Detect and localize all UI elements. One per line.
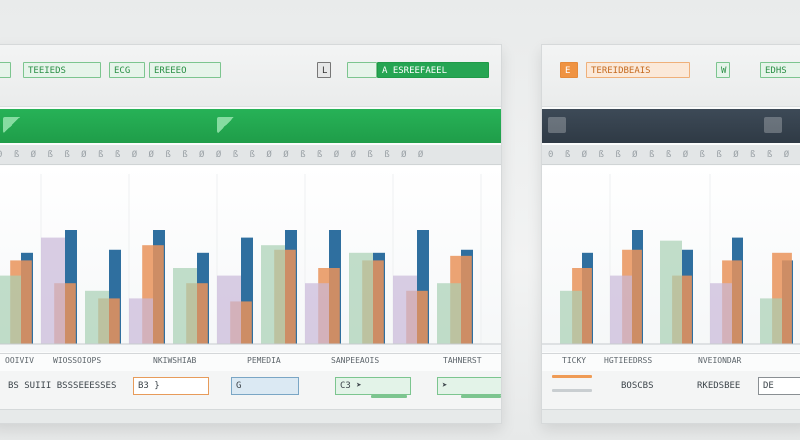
footer-field: BS SUIII BSSSEEESSES bbox=[8, 381, 117, 391]
toolbar-tag-icon[interactable] bbox=[347, 62, 377, 78]
toolbar: E TEREIDBEAIS W EDHS bbox=[542, 45, 800, 107]
chart-bar[interactable] bbox=[85, 290, 109, 344]
toolbar-tag-3[interactable]: EREEEO bbox=[149, 62, 221, 78]
bar-chart-right bbox=[542, 166, 800, 352]
footer-field: BOSCBS bbox=[621, 381, 654, 391]
footer-field: RKEDSBEE bbox=[697, 381, 741, 391]
chart-bar[interactable] bbox=[173, 268, 197, 344]
chart-bar[interactable] bbox=[217, 275, 241, 344]
chart-bar[interactable] bbox=[261, 245, 285, 344]
progress-stripe bbox=[371, 395, 407, 398]
chart-bar[interactable] bbox=[41, 237, 65, 344]
progress-stripe bbox=[552, 375, 592, 378]
chart-svg-right bbox=[542, 174, 800, 345]
chart-bar[interactable] bbox=[129, 298, 153, 344]
spreadsheet-window-right: E TEREIDBEAIS W EDHS 0 ß Ø ß ß Ø ß ß Ø ß… bbox=[541, 44, 800, 424]
chart-bar[interactable] bbox=[349, 252, 373, 344]
x-label: NVEIONDAR bbox=[698, 356, 742, 365]
window-icon[interactable] bbox=[548, 117, 566, 133]
x-label: SANPEEAOIS bbox=[331, 356, 380, 365]
flag-icon[interactable] bbox=[3, 117, 21, 133]
flag-icon[interactable] bbox=[217, 117, 235, 133]
chart-bar[interactable] bbox=[660, 240, 682, 344]
ribbon-bar bbox=[542, 109, 800, 143]
chart-bar[interactable] bbox=[560, 290, 582, 344]
chart-bar[interactable] bbox=[305, 283, 329, 344]
toolbar-tag-2[interactable]: TEREIDBEAIS bbox=[586, 62, 690, 78]
chart-bar[interactable] bbox=[710, 283, 732, 344]
x-axis-labels: TICKY HGTIEEDRSS NVEIONDAR bbox=[542, 353, 800, 369]
window-icon[interactable] bbox=[764, 117, 782, 133]
x-label: HGTIEEDRSS bbox=[604, 356, 653, 365]
chart-svg-left bbox=[0, 174, 501, 345]
chart-bar[interactable] bbox=[437, 283, 461, 344]
toolbar: TEEIEDS ECG EREEEO L A ESREEFAEEL bbox=[0, 45, 501, 107]
x-label: TAHNERST bbox=[443, 356, 482, 365]
x-axis-labels: OOIVIV WIOSSOIOPS NKIWSHIAB PEMEDIA SANP… bbox=[0, 353, 501, 369]
toolbar-tag-small[interactable] bbox=[0, 62, 11, 78]
footer-input[interactable]: G bbox=[231, 377, 299, 395]
ribbon-bar bbox=[0, 109, 501, 143]
footer-input[interactable]: ➤ bbox=[437, 377, 501, 395]
status-bar bbox=[0, 409, 501, 423]
x-label: NKIWSHIAB bbox=[153, 356, 197, 365]
toolbar-tag-4[interactable]: L bbox=[317, 62, 331, 78]
toolbar-tag-2[interactable]: ECG bbox=[109, 62, 145, 78]
progress-stripe bbox=[552, 389, 592, 392]
toolbar-tag-3[interactable]: W bbox=[716, 62, 730, 78]
footer-input[interactable]: C3 ➤ bbox=[335, 377, 411, 395]
x-label: TICKY bbox=[562, 356, 587, 365]
toolbar-tag-1[interactable]: E bbox=[560, 62, 578, 78]
toolbar-tag-4[interactable]: EDHS bbox=[760, 62, 800, 78]
spreadsheet-window-left: TEEIEDS ECG EREEEO L A ESREEFAEEL 0 ß Ø … bbox=[0, 44, 502, 424]
chart-bar[interactable] bbox=[760, 298, 782, 344]
toolbar-tag-5[interactable]: A ESREEFAEEL bbox=[377, 62, 489, 78]
footer-input[interactable]: DE bbox=[758, 377, 800, 395]
x-label: WIOSSOIOPS bbox=[53, 356, 102, 365]
chart-bar[interactable] bbox=[610, 275, 632, 344]
column-ruler: 0 ß Ø ß ß Ø ß ß Ø Ø ß ß Ø Ø ß ß Ø Ø ß ß … bbox=[0, 145, 501, 165]
chart-bar[interactable] bbox=[0, 275, 21, 344]
progress-stripe bbox=[461, 395, 501, 398]
bar-chart-left bbox=[0, 166, 501, 352]
toolbar-tag-1[interactable]: TEEIEDS bbox=[23, 62, 101, 78]
column-ruler: 0 ß Ø ß ß Ø ß ß Ø ß ß Ø ß ß Ø Ø bbox=[542, 145, 800, 165]
x-label: PEMEDIA bbox=[247, 356, 281, 365]
status-bar bbox=[542, 409, 800, 423]
x-label: OOIVIV bbox=[5, 356, 34, 365]
footer-input[interactable]: B3 } bbox=[133, 377, 209, 395]
chart-bar[interactable] bbox=[393, 275, 417, 344]
